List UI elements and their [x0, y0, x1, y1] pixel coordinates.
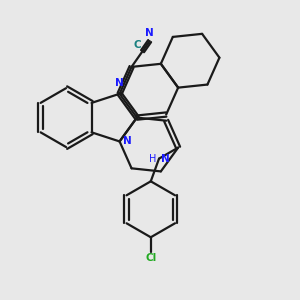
Text: N: N [123, 136, 132, 146]
Text: Cl: Cl [145, 254, 156, 263]
Text: N: N [160, 154, 169, 164]
Text: C: C [134, 40, 141, 50]
Text: N: N [145, 28, 154, 38]
Text: N: N [115, 79, 124, 88]
Text: H: H [149, 154, 157, 164]
